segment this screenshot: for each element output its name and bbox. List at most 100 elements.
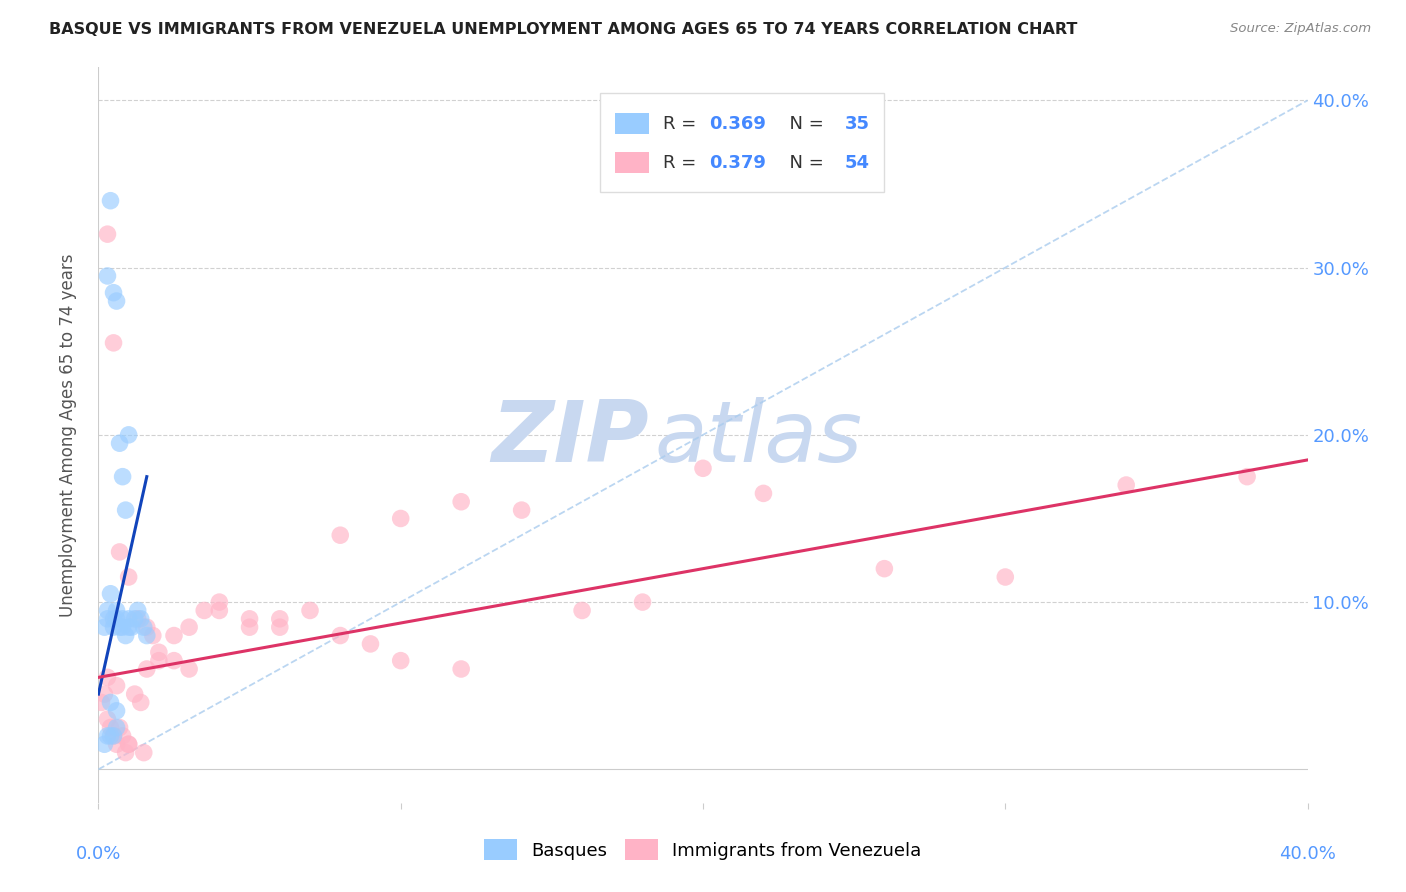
Point [114,746,136,760]
Point [179,662,201,676]
Point [96,712,118,726]
Point [127,612,149,626]
Point [329,528,352,542]
Point [114,503,136,517]
Point [208,603,231,617]
Point [163,628,186,642]
Point [100,721,122,735]
Y-axis label: Unemployment Among Ages 65 to 74 years: Unemployment Among Ages 65 to 74 years [59,253,77,616]
Point [135,620,157,634]
Point [124,687,146,701]
Point [96,227,118,241]
Point [93,687,115,701]
Point [148,654,170,668]
Point [994,570,1017,584]
Point [129,696,152,710]
Point [93,620,115,634]
Point [111,620,134,634]
Point [142,628,165,642]
Point [90,696,112,710]
Point [389,511,412,525]
Text: 0.379: 0.379 [709,153,766,171]
Point [124,612,146,626]
Point [389,654,412,668]
Point [105,704,128,718]
Point [96,670,118,684]
Point [135,662,157,676]
Point [105,721,128,735]
Point [93,737,115,751]
Point [100,696,122,710]
Text: ZIP: ZIP [491,397,648,480]
Point [135,628,157,642]
Point [510,503,533,517]
Point [299,603,322,617]
Point [208,595,231,609]
Point [118,737,141,751]
Point [103,612,125,626]
Point [111,729,134,743]
Point [96,603,118,617]
Text: N =: N = [778,153,830,171]
Point [118,612,141,626]
Point [148,645,170,659]
Point [571,603,593,617]
Text: R =: R = [664,153,702,171]
Point [108,436,131,450]
Text: Source: ZipAtlas.com: Source: ZipAtlas.com [1230,22,1371,36]
Point [108,620,131,634]
Text: N =: N = [778,114,830,133]
Text: 35: 35 [845,114,869,133]
Bar [614,113,648,134]
Point [96,612,118,626]
Point [269,612,291,626]
Point [118,427,141,442]
Point [118,737,141,751]
Point [118,570,141,584]
Point [103,285,125,300]
Point [105,293,128,308]
Point [105,737,128,751]
Point [103,335,125,350]
Point [132,746,155,760]
Point [692,461,714,475]
Point [752,486,775,500]
Point [108,721,131,735]
Point [118,620,141,634]
Point [103,729,125,743]
Text: 54: 54 [845,153,869,171]
Text: atlas: atlas [655,397,863,480]
Point [105,612,128,626]
Point [105,679,128,693]
FancyBboxPatch shape [600,93,884,192]
Point [193,603,215,617]
Text: R =: R = [664,114,702,133]
Point [100,729,122,743]
Point [239,620,262,634]
Point [360,637,382,651]
Point [100,587,122,601]
Point [103,729,125,743]
Point [269,620,291,634]
Point [111,469,134,483]
Point [100,194,122,208]
Point [631,595,654,609]
Point [179,620,201,634]
Point [129,612,152,626]
Point [239,612,262,626]
Point [111,612,134,626]
Point [132,620,155,634]
Text: 0.369: 0.369 [709,114,766,133]
Text: BASQUE VS IMMIGRANTS FROM VENEZUELA UNEMPLOYMENT AMONG AGES 65 TO 74 YEARS CORRE: BASQUE VS IMMIGRANTS FROM VENEZUELA UNEM… [49,22,1077,37]
Point [329,628,352,642]
Text: 0.0%: 0.0% [76,845,121,863]
Point [96,268,118,283]
Bar [614,153,648,173]
Point [450,662,472,676]
Point [103,620,125,634]
Point [108,545,131,559]
Legend: Basques, Immigrants from Venezuela: Basques, Immigrants from Venezuela [477,832,929,867]
Point [105,603,128,617]
Point [163,654,186,668]
Point [121,620,143,634]
